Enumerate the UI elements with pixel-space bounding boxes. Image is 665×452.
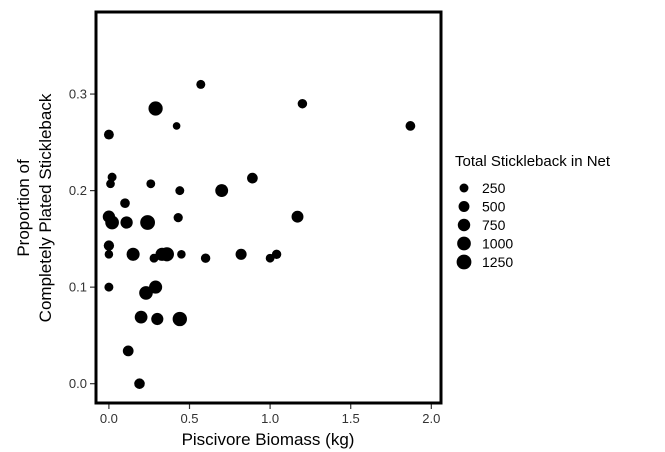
legend-label: 500 [482,199,506,215]
x-tick-label: 1.0 [261,411,279,426]
legend-key [458,201,470,212]
y-axis-title: Proportion of Completely Plated Stickleb… [14,93,55,322]
legend-key [456,254,472,270]
data-point [159,247,174,262]
y-axis-title-line-1: Proportion of [14,159,33,257]
data-point [172,122,181,130]
x-axis-title: Piscivore Biomass (kg) [182,430,355,449]
legend-key [457,218,471,232]
data-point [297,98,308,109]
legend-label: 1000 [482,236,513,252]
legend-label: 1250 [482,254,513,270]
data-point [139,286,153,300]
data-point [103,129,114,140]
data-point [107,172,117,182]
data-point [175,186,185,196]
data-point [134,310,148,324]
data-point [177,250,186,259]
x-tick-label: 1.5 [342,411,360,426]
size-legend: Total Stickleback in Net 250 500 750 1000 12… [455,153,611,270]
plot-frame [94,10,443,405]
x-axis: 0.0 0.5 1.0 1.5 2.0 [100,404,440,426]
legend-key [457,236,471,251]
legend-title: Total Stickleback in Net [455,153,611,170]
data-point [235,248,247,260]
data-point [140,215,156,230]
data-point [200,253,211,263]
data-point [103,240,115,251]
y-axis: 0.0 0.1 0.2 0.3 [69,87,95,391]
data-point [247,172,258,184]
data-point [104,250,114,259]
data-point [126,247,140,261]
data-point [105,215,119,230]
data-point [271,249,282,259]
data-point [148,101,163,116]
x-tick-label: 2.0 [422,411,440,426]
legend-key [459,183,469,193]
data-point [196,79,206,89]
data-point [173,212,183,223]
legend-entries: 250 500 750 1000 1250 [456,180,513,270]
y-axis-title-line-2: Completely Plated Stickleback [36,93,55,322]
legend-label: 250 [482,180,506,196]
data-point [146,179,156,189]
data-point [405,121,416,131]
points-layer [102,79,416,389]
data-point [151,312,164,326]
data-point [122,345,134,357]
data-point [104,282,114,292]
data-point [120,216,133,229]
y-tick-label: 0.0 [69,376,87,391]
x-tick-label: 0.0 [100,411,118,426]
y-tick-label: 0.3 [69,87,87,102]
data-point [106,179,115,189]
y-tick-label: 0.2 [69,183,87,198]
legend-label: 750 [482,217,506,233]
data-point [215,184,229,198]
y-tick-label: 0.1 [69,280,87,295]
data-point [291,210,304,223]
data-point [172,311,187,327]
data-point [134,378,145,389]
data-point [120,198,130,209]
x-tick-label: 0.5 [180,411,198,426]
